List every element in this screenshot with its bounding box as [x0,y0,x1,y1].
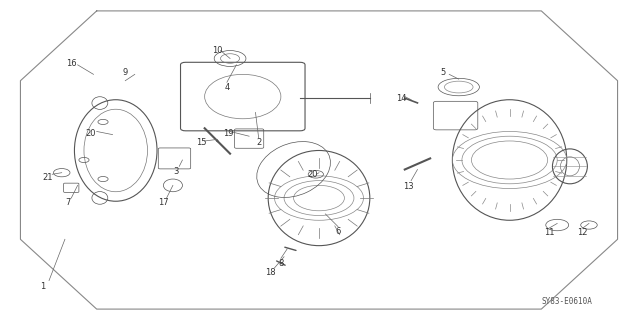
Text: SY83-E0610A: SY83-E0610A [541,297,592,306]
Text: 15: 15 [197,138,207,147]
Text: 20: 20 [85,129,96,138]
Text: 17: 17 [158,198,168,207]
Text: 8: 8 [278,259,283,268]
Text: 12: 12 [577,228,588,237]
Text: 14: 14 [396,94,407,103]
Text: 4: 4 [225,83,230,92]
Text: 5: 5 [440,68,445,77]
Text: 20: 20 [308,170,318,179]
Text: 11: 11 [544,228,554,237]
Text: 13: 13 [403,182,413,191]
Text: 2: 2 [256,138,262,147]
Text: 6: 6 [336,227,341,236]
Text: 18: 18 [265,268,276,277]
Text: 9: 9 [122,68,128,77]
Text: 3: 3 [174,167,179,176]
Text: 21: 21 [43,173,53,182]
Text: 7: 7 [66,198,71,207]
Text: 10: 10 [212,46,223,55]
Text: 16: 16 [66,59,77,68]
Text: 1: 1 [40,282,45,292]
Text: 19: 19 [223,129,234,138]
